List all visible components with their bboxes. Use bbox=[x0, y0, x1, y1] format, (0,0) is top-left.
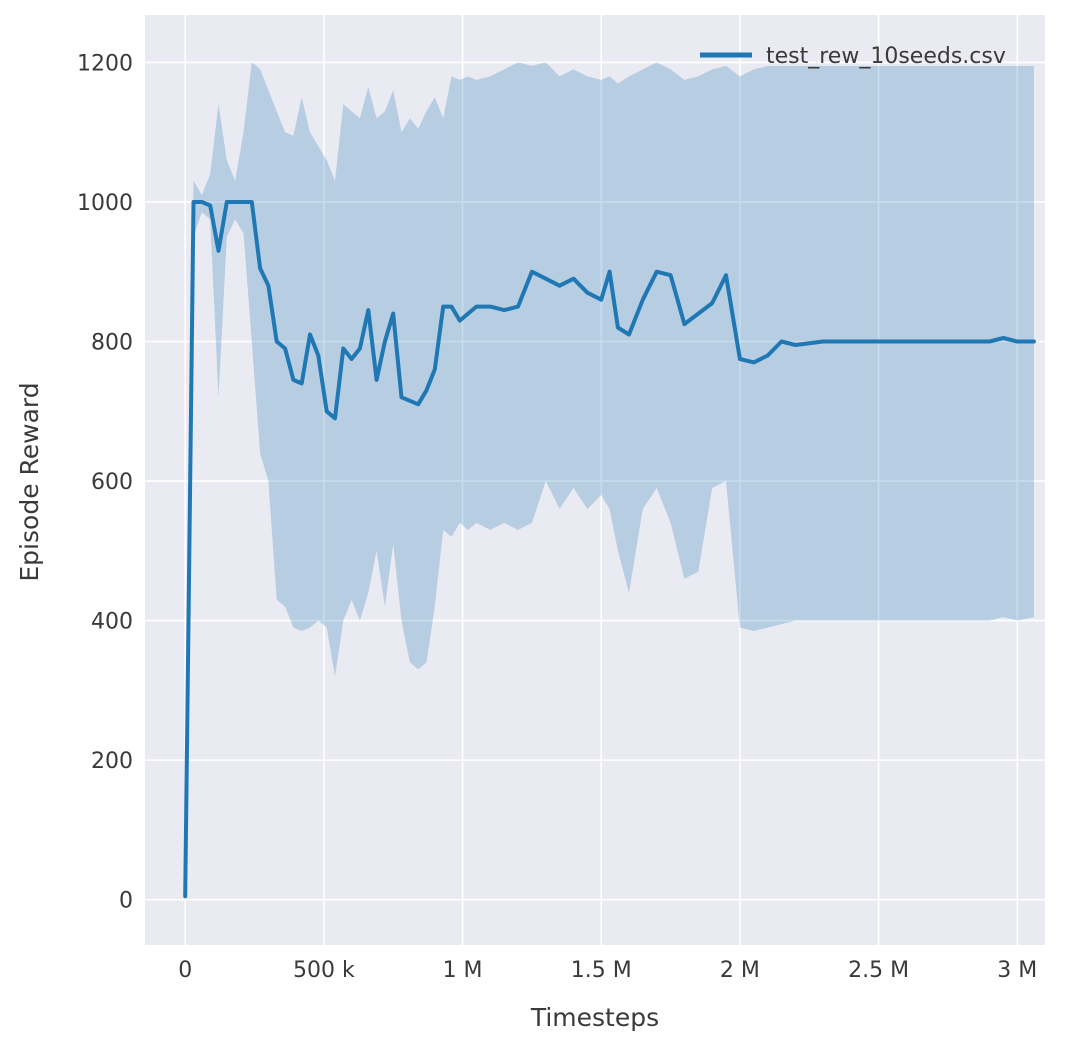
y-tick-labels: 0 200 400 600 800 1000 1200 bbox=[77, 51, 133, 913]
legend: test_rew_10seeds.csv bbox=[700, 44, 1006, 69]
y-tick-label: 600 bbox=[91, 470, 133, 495]
x-tick-label: 2.5 M bbox=[848, 958, 909, 983]
mean-line bbox=[183, 200, 1036, 899]
y-tick-label: 800 bbox=[91, 331, 133, 356]
x-tick-label: 0 bbox=[178, 958, 192, 983]
x-tick-label: 3 M bbox=[997, 958, 1037, 983]
x-tick-label: 1.5 M bbox=[571, 958, 632, 983]
confidence-band bbox=[185, 62, 1034, 897]
gridlines bbox=[145, 15, 1045, 945]
y-tick-label: 200 bbox=[91, 749, 133, 774]
plot-area bbox=[145, 15, 1045, 945]
y-tick-label: 1200 bbox=[77, 51, 133, 76]
x-tick-label: 500 k bbox=[293, 958, 355, 983]
y-tick-label: 0 bbox=[119, 889, 133, 914]
y-tick-label: 1000 bbox=[77, 191, 133, 216]
y-tick-label: 400 bbox=[91, 610, 133, 635]
x-tick-label: 1 M bbox=[443, 958, 483, 983]
x-tick-label: 2 M bbox=[720, 958, 760, 983]
x-tick-labels: 0 500 k 1 M 1.5 M 2 M 2.5 M 3 M bbox=[178, 958, 1037, 983]
y-axis-label: Episode Reward bbox=[15, 382, 44, 581]
legend-label: test_rew_10seeds.csv bbox=[766, 44, 1006, 69]
x-axis-label: Timesteps bbox=[530, 1003, 659, 1032]
